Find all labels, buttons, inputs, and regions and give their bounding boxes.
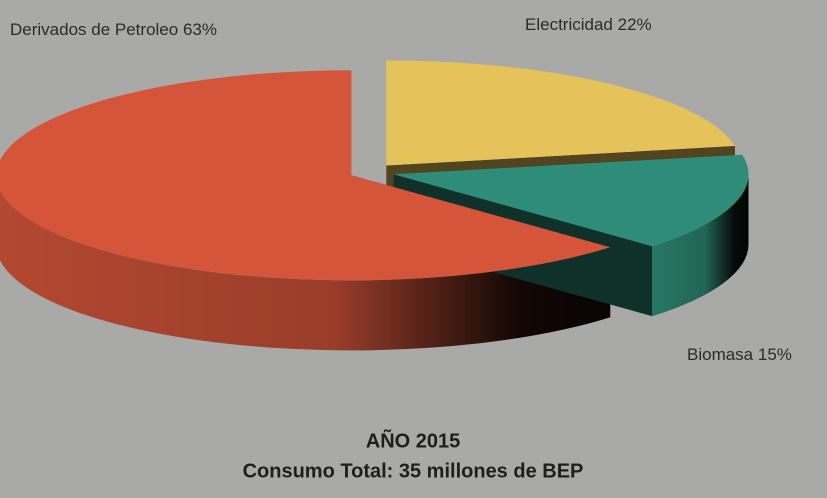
slice-label-name: Derivados de Petroleo [10,20,178,39]
slice [393,154,749,247]
slice-label: Electricidad 22% [525,15,652,34]
slice-label-name: Electricidad [525,15,613,34]
slice-label-value: 15% [758,345,792,364]
slice-front-shade [0,190,611,351]
slice-label-value: 22% [618,15,652,34]
slice [0,70,611,281]
chart-title: AÑO 2015 [366,429,461,452]
slice [386,60,735,166]
slice-front-shade [652,174,749,317]
slice-label-name: Biomasa [687,345,754,364]
slice-tops [0,60,749,281]
chart-subtitle: Consumo Total: 35 millones de BEP [243,460,584,482]
slice-label: Biomasa 15% [687,345,792,364]
slice-label: Derivados de Petroleo 63% [10,20,217,39]
slice-label-value: 63% [183,20,217,39]
